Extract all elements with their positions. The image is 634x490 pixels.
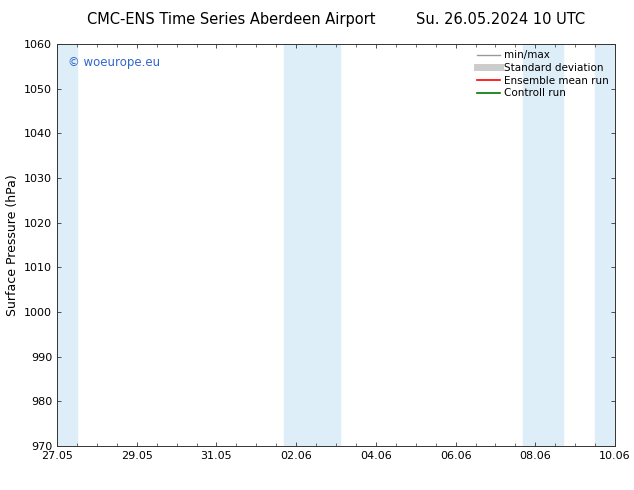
- Text: Su. 26.05.2024 10 UTC: Su. 26.05.2024 10 UTC: [417, 12, 585, 27]
- Bar: [57, 44, 77, 446]
- Text: CMC-ENS Time Series Aberdeen Airport: CMC-ENS Time Series Aberdeen Airport: [87, 12, 376, 27]
- Bar: [595, 44, 615, 446]
- Y-axis label: Surface Pressure (hPa): Surface Pressure (hPa): [6, 174, 18, 316]
- Bar: [284, 44, 340, 446]
- Bar: [523, 44, 563, 446]
- Legend: min/max, Standard deviation, Ensemble mean run, Controll run: min/max, Standard deviation, Ensemble me…: [473, 46, 613, 102]
- Text: © woeurope.eu: © woeurope.eu: [68, 56, 160, 69]
